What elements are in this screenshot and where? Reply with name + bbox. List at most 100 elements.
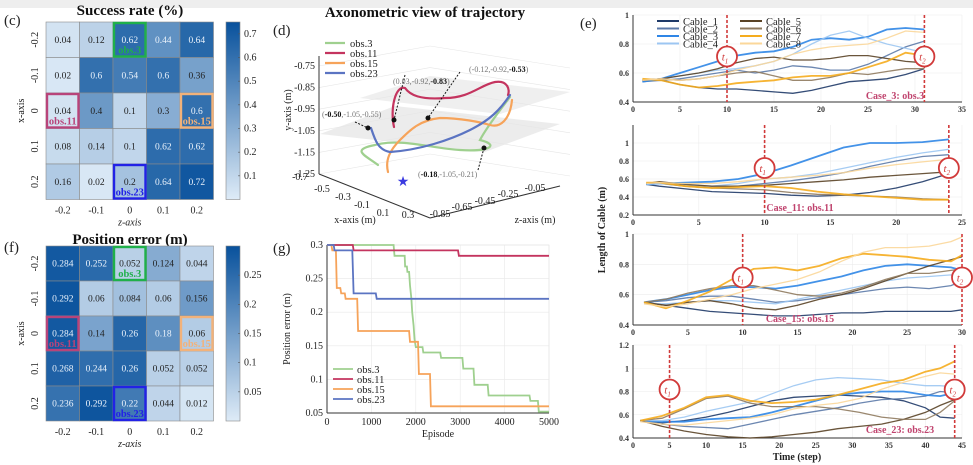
- heatmap-cell-value: 0.244: [86, 365, 108, 375]
- heatmap-cell-value: 0.6: [90, 71, 102, 81]
- cable-line-7: [643, 252, 963, 310]
- heatmap-cell: [146, 128, 181, 165]
- heatmap-cell-value: 0.72: [188, 178, 205, 188]
- highlight-box-obs11: [45, 92, 80, 129]
- panel-label-e: (e): [580, 16, 597, 32]
- x-tick-label: 45: [958, 441, 966, 450]
- cable-line-4: [640, 376, 955, 422]
- heatmap-cell: [79, 21, 114, 58]
- y-tick-label: 0.6: [619, 69, 629, 78]
- time-marker-circle: [753, 157, 776, 179]
- heatmap-cell-value: 0.2: [124, 178, 136, 188]
- arrow-head: [365, 125, 371, 131]
- heatmap-cell-value: 0.22: [121, 400, 138, 410]
- cable-line-7: [640, 360, 956, 422]
- x-tick-label: 25: [958, 218, 966, 227]
- heatmap-cell-value: 0.44: [155, 36, 172, 46]
- heatmap-cell-value: 0.292: [86, 400, 108, 410]
- highlight-label: obs.3: [118, 269, 141, 280]
- trajectory-obs23: [369, 93, 512, 154]
- heatmap-cell-value: 0.64: [155, 178, 172, 188]
- colorbar-tick-label: 0.05: [244, 387, 262, 398]
- highlight-label: obs.23: [116, 409, 144, 420]
- cable-line-5: [646, 171, 949, 187]
- heatmap-cell: [79, 280, 114, 317]
- heatmap-cell-value: 0.06: [155, 295, 172, 305]
- heatmap-cell-value: 0.54: [121, 71, 138, 81]
- legend-label: obs.11: [357, 375, 384, 386]
- legend-label: obs.3: [350, 39, 372, 50]
- colorbar-tick-label: 0.3: [244, 124, 257, 135]
- cable-line-6: [643, 268, 963, 303]
- y-tick-label: 0.25: [306, 274, 324, 285]
- heatmap-cell-value: 0.18: [155, 330, 172, 340]
- y-tick-label: 0.4: [619, 434, 629, 443]
- arrow-head: [481, 145, 487, 151]
- heatmap-cell-value: 0.6: [157, 71, 169, 81]
- x-tick-label: 0: [127, 427, 132, 438]
- cable-line-1: [640, 394, 955, 424]
- x-tick-label: -0.3: [335, 192, 351, 203]
- x-tick-label: 20: [892, 218, 900, 227]
- case-label: Case_15: obs.15: [766, 314, 834, 325]
- trajectory-3d-plot: -0.75 -0.85 -0.95 -1.05 -1.15 -1.25-0.7 -0.5 -0…: [283, 39, 571, 226]
- y-tick-label: 0: [30, 331, 41, 336]
- x-tick-label: 30: [958, 328, 966, 337]
- highlight-box-obs15: [179, 92, 214, 129]
- y-tick-label: 0.1: [30, 362, 41, 375]
- x-tick-label: 0: [631, 218, 635, 227]
- time-marker-label: t1: [722, 52, 729, 66]
- arrow-head: [425, 115, 431, 121]
- z-tick-label: -0.25: [498, 189, 519, 200]
- heatmap-cell: [112, 92, 147, 129]
- legend-label: Cable_5: [766, 17, 801, 28]
- heatmap-cell-value: 0.4: [90, 107, 102, 117]
- colorbar-tick-label: 0.5: [244, 76, 257, 87]
- y-tick-label: 0.4: [619, 98, 629, 107]
- y-tick-label: 0.6: [619, 291, 629, 300]
- time-marker-label: t1: [737, 273, 744, 287]
- x-tick-label: 25: [903, 328, 911, 337]
- panel-label-d: (d): [273, 23, 291, 39]
- y-tick-label: 0.2: [30, 176, 41, 189]
- heatmap-cell-value: 0.06: [88, 295, 105, 305]
- time-marker-label: t2: [944, 163, 951, 177]
- y-tick-label: 0.2: [619, 211, 629, 220]
- z-tick-label: -0.65: [452, 202, 473, 213]
- colorbar-tick-label: 0.4: [244, 100, 257, 111]
- y-tick-label: 1: [625, 230, 629, 239]
- z-tick-label: -0.85: [430, 209, 451, 220]
- x-tick-label: -0.1: [88, 206, 104, 217]
- x-tick-label: 25: [812, 441, 820, 450]
- heatmap-cell: [179, 57, 214, 94]
- y-tick-label: 0.1: [311, 374, 324, 385]
- panel-label-g: (g): [273, 241, 291, 257]
- y-tick-label: 1: [625, 139, 629, 148]
- heatmap-cell-value: 0.044: [153, 400, 175, 410]
- heatmap-cell-value: 0.64: [188, 36, 205, 46]
- legend-label: obs.3: [357, 365, 379, 376]
- cable-line-5: [640, 398, 955, 439]
- y-tick-label: 0.4: [619, 193, 629, 202]
- highlight-label: obs.15: [183, 117, 211, 128]
- y-tick-label: 0.8: [619, 40, 629, 49]
- x-axis-line: [318, 173, 431, 219]
- panel-label-f: (f): [4, 240, 19, 256]
- heatmap-cell-value: 0.124: [153, 260, 175, 270]
- grid-line: [318, 67, 431, 88]
- x-tick-label: 5: [668, 441, 672, 450]
- trajectory-obs15: [386, 98, 514, 174]
- y-axis-label: x-axis: [16, 98, 27, 123]
- legend-label: Cable_4: [683, 40, 719, 51]
- heatmap-cell: [112, 350, 147, 387]
- coordinate-annotation: (-0.50,-1.05,-0.55): [322, 110, 382, 119]
- heatmap-cell-value: 0.236: [52, 400, 74, 410]
- legend-label: Cable_7: [766, 32, 801, 43]
- heatmap-cell-value: 0.06: [188, 330, 205, 340]
- heatmap-cell-value: 0.1: [124, 107, 136, 117]
- trajectory-title: Axonometric view of trajectory: [325, 5, 526, 21]
- heatmap-cell: [146, 245, 181, 282]
- heatmap-cell: [179, 280, 214, 317]
- heatmap-cell: [45, 245, 80, 282]
- y-axis-label: y-axis (m): [283, 89, 294, 130]
